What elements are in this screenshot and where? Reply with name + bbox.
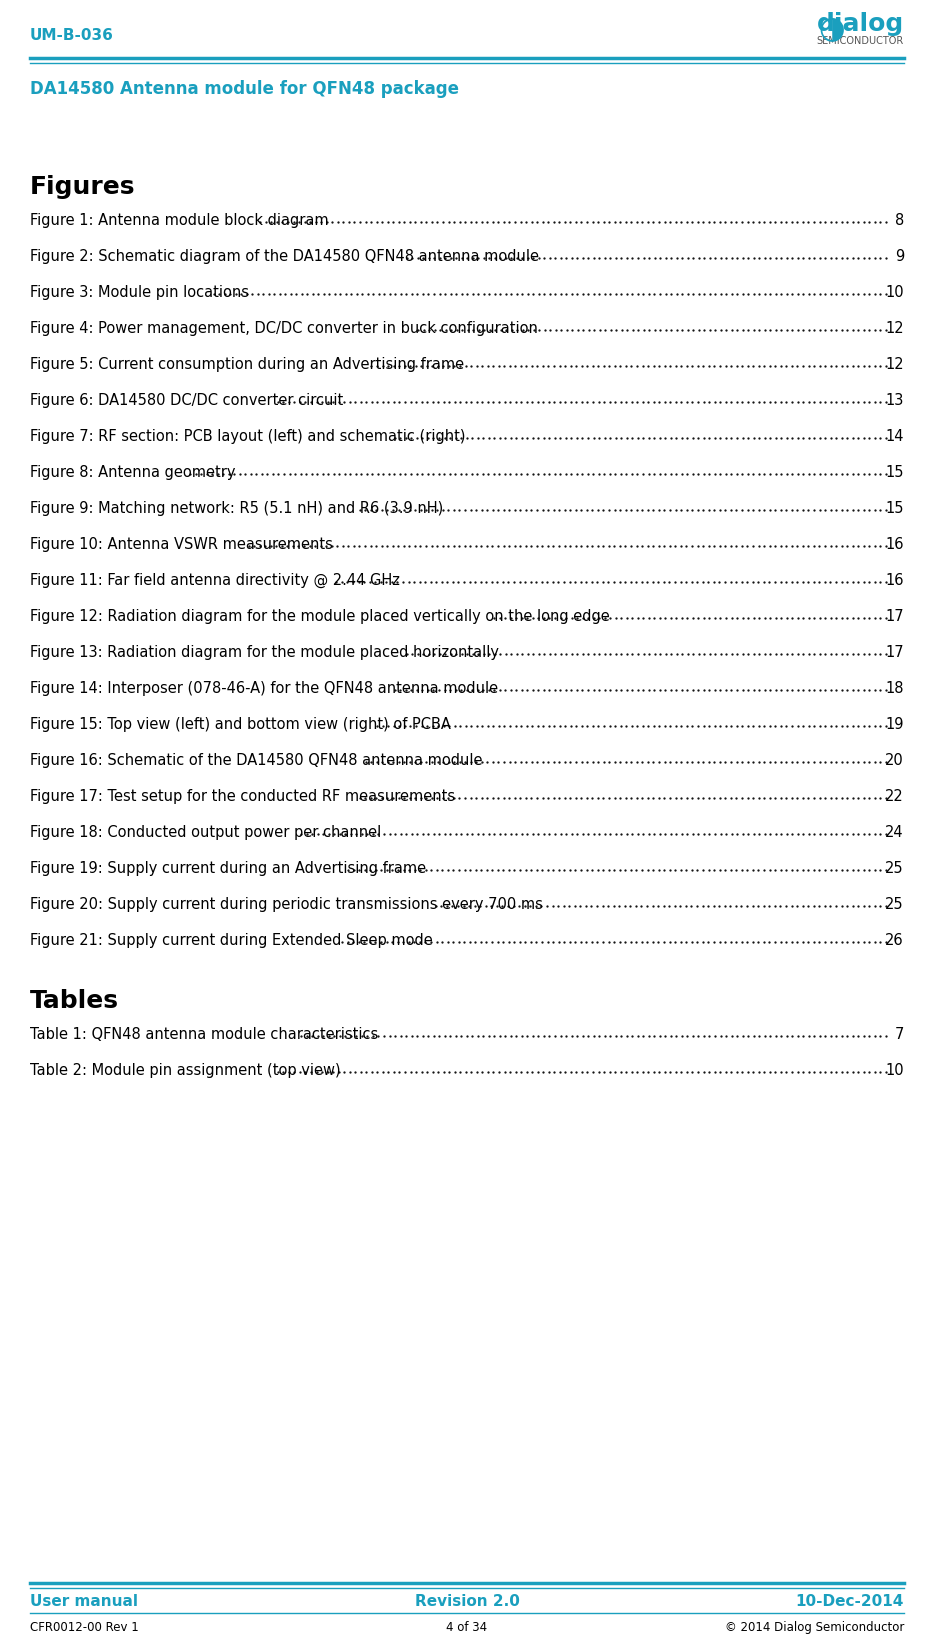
- Text: 17: 17: [885, 609, 904, 624]
- Text: 24: 24: [885, 826, 904, 840]
- Text: 25: 25: [885, 896, 904, 911]
- Text: 22: 22: [885, 789, 904, 804]
- Text: 18: 18: [885, 680, 904, 697]
- Text: 15: 15: [885, 466, 904, 480]
- Text: UM-B-036: UM-B-036: [30, 28, 114, 43]
- Text: Figure 5: Current consumption during an Advertising frame: Figure 5: Current consumption during an …: [30, 357, 464, 371]
- Text: Figure 2: Schematic diagram of the DA14580 QFN48 antenna module: Figure 2: Schematic diagram of the DA145…: [30, 249, 539, 264]
- Text: CFR0012-00 Rev 1: CFR0012-00 Rev 1: [30, 1621, 139, 1634]
- Text: 19: 19: [885, 717, 904, 731]
- Text: Figure 15: Top view (left) and bottom view (right) of PCBA: Figure 15: Top view (left) and bottom vi…: [30, 717, 451, 731]
- Text: 10: 10: [885, 286, 904, 300]
- Text: Figure 18: Conducted output power per channel: Figure 18: Conducted output power per ch…: [30, 826, 381, 840]
- Text: ◑: ◑: [818, 13, 844, 43]
- Text: Revision 2.0: Revision 2.0: [415, 1593, 519, 1610]
- Text: 10: 10: [885, 1063, 904, 1078]
- Text: Figure 9: Matching network: R5 (5.1 nH) and R6 (3.9 nH): Figure 9: Matching network: R5 (5.1 nH) …: [30, 500, 444, 517]
- Text: 20: 20: [885, 753, 904, 768]
- Text: 8: 8: [895, 213, 904, 228]
- Text: Figure 8: Antenna geometry: Figure 8: Antenna geometry: [30, 466, 235, 480]
- Text: 9: 9: [895, 249, 904, 264]
- Text: User manual: User manual: [30, 1593, 138, 1610]
- Text: Figure 6: DA14580 DC/DC converter circuit: Figure 6: DA14580 DC/DC converter circui…: [30, 393, 344, 408]
- Text: 26: 26: [885, 933, 904, 948]
- Text: 4 of 34: 4 of 34: [446, 1621, 488, 1634]
- Text: Figure 13: Radiation diagram for the module placed horizontally: Figure 13: Radiation diagram for the mod…: [30, 646, 499, 660]
- Text: Figure 1: Antenna module block diagram: Figure 1: Antenna module block diagram: [30, 213, 329, 228]
- Text: Table 1: QFN48 antenna module characteristics: Table 1: QFN48 antenna module characteri…: [30, 1027, 378, 1042]
- Text: 17: 17: [885, 646, 904, 660]
- Text: Figure 3: Module pin locations: Figure 3: Module pin locations: [30, 286, 249, 300]
- Text: Table 2: Module pin assignment (top view): Table 2: Module pin assignment (top view…: [30, 1063, 341, 1078]
- Text: Figure 10: Antenna VSWR measurements: Figure 10: Antenna VSWR measurements: [30, 537, 333, 551]
- Text: 16: 16: [885, 573, 904, 588]
- Text: Figure 20: Supply current during periodic transmissions every 700 ms: Figure 20: Supply current during periodi…: [30, 896, 543, 911]
- Text: 7: 7: [895, 1027, 904, 1042]
- Text: SEMICONDUCTOR: SEMICONDUCTOR: [816, 36, 904, 46]
- Text: 25: 25: [885, 862, 904, 877]
- Text: 16: 16: [885, 537, 904, 551]
- Text: Figure 19: Supply current during an Advertising frame: Figure 19: Supply current during an Adve…: [30, 862, 426, 877]
- Text: 15: 15: [885, 500, 904, 517]
- Text: dialog: dialog: [816, 12, 904, 36]
- Text: Figures: Figures: [30, 175, 135, 200]
- Text: Figure 17: Test setup for the conducted RF measurements: Figure 17: Test setup for the conducted …: [30, 789, 455, 804]
- Text: 12: 12: [885, 357, 904, 371]
- Text: Figure 12: Radiation diagram for the module placed vertically on the long edge: Figure 12: Radiation diagram for the mod…: [30, 609, 610, 624]
- Text: Figure 4: Power management, DC/DC converter in buck configuration: Figure 4: Power management, DC/DC conver…: [30, 320, 538, 337]
- Text: 14: 14: [885, 429, 904, 444]
- Text: Figure 11: Far field antenna directivity @ 2.44 GHz: Figure 11: Far field antenna directivity…: [30, 573, 400, 588]
- Text: 12: 12: [885, 320, 904, 337]
- Text: Figure 7: RF section: PCB layout (left) and schematic (right): Figure 7: RF section: PCB layout (left) …: [30, 429, 465, 444]
- Text: Figure 16: Schematic of the DA14580 QFN48 antenna module: Figure 16: Schematic of the DA14580 QFN4…: [30, 753, 483, 768]
- Text: 13: 13: [885, 393, 904, 408]
- Text: Figure 21: Supply current during Extended Sleep mode: Figure 21: Supply current during Extende…: [30, 933, 432, 948]
- Text: Tables: Tables: [30, 989, 119, 1014]
- Text: © 2014 Dialog Semiconductor: © 2014 Dialog Semiconductor: [725, 1621, 904, 1634]
- Text: DA14580 Antenna module for QFN48 package: DA14580 Antenna module for QFN48 package: [30, 79, 459, 97]
- Text: 10-Dec-2014: 10-Dec-2014: [796, 1593, 904, 1610]
- Text: Figure 14: Interposer (078-46-A) for the QFN48 antenna module: Figure 14: Interposer (078-46-A) for the…: [30, 680, 498, 697]
